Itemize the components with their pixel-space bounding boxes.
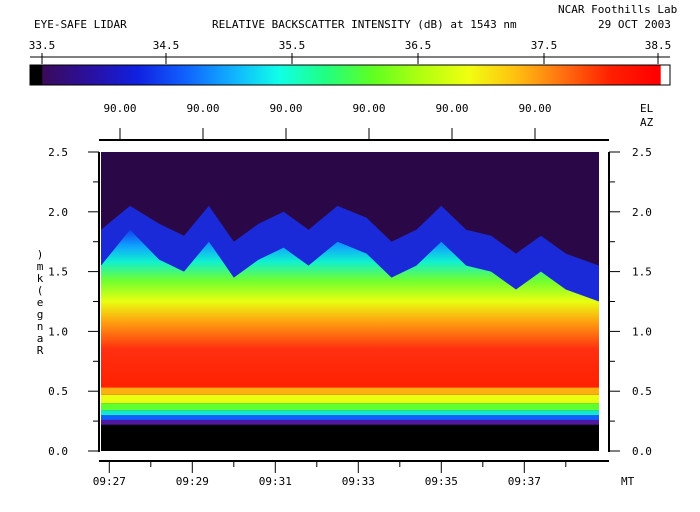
x-tick-label: 09:29 — [176, 475, 209, 488]
x-axis-unit: MT — [621, 475, 635, 488]
heatmap-area — [101, 152, 599, 451]
surface-bands — [101, 387, 599, 451]
y-label-char: R — [37, 344, 44, 357]
y-tick-label-left: 1.5 — [48, 266, 68, 279]
y-tick-label-left: 0.0 — [48, 445, 68, 458]
x-tick-label: 09:31 — [259, 475, 292, 488]
elevation-value: 90.00 — [269, 102, 302, 115]
elevation-value: 90.00 — [435, 102, 468, 115]
surface-band — [101, 403, 599, 411]
chart-title: RELATIVE BACKSCATTER INTENSITY (dB) at 1… — [212, 18, 517, 31]
surface-band — [101, 415, 599, 420]
y-tick-label-left: 1.0 — [48, 325, 68, 338]
surface-band — [101, 394, 599, 404]
elevation-value: 90.00 — [186, 102, 219, 115]
x-axis-ticks: 09:27 09:29 09:31 09:33 09:35 09:37 — [93, 461, 567, 488]
colorbar-ticks: 33.5 34.5 35.5 36.5 37.5 38.5 — [29, 39, 672, 64]
colorbar-tick-label: 33.5 — [29, 39, 56, 52]
elevation-value: 90.00 — [352, 102, 385, 115]
colorbar — [29, 64, 671, 86]
y-tick-label-left: 0.5 — [48, 385, 68, 398]
y-tick-label-left: 2.5 — [48, 146, 68, 159]
y-label-char: n — [37, 320, 44, 333]
y-label-char: g — [37, 308, 44, 321]
y-label-char: ) — [37, 248, 44, 261]
elevation-value: 90.00 — [518, 102, 551, 115]
y-tick-label-right: 2.5 — [632, 146, 652, 159]
colorbar-tick-label: 34.5 — [153, 39, 180, 52]
colorbar-tick-label: 37.5 — [531, 39, 558, 52]
surface-band — [101, 410, 599, 416]
x-tick-label: 09:27 — [93, 475, 126, 488]
y-tick-label-left: 2.0 — [48, 206, 68, 219]
y-tick-label-right: 1.0 — [632, 325, 652, 338]
x-tick-label: 09:35 — [425, 475, 458, 488]
date-label: 29 OCT 2003 — [598, 18, 671, 31]
y-tick-label-right: 2.0 — [632, 206, 652, 219]
az-label: AZ — [640, 116, 654, 129]
colorbar-tick-label: 38.5 — [645, 39, 672, 52]
colorbar-tick-label: 36.5 — [405, 39, 432, 52]
surface-band — [101, 419, 599, 425]
x-tick-label: 09:37 — [508, 475, 541, 488]
instrument-label: EYE-SAFE LIDAR — [34, 18, 127, 31]
surface-band — [101, 424, 599, 451]
y-label-char: e — [37, 296, 44, 309]
y-axis-ticks: 0.0 0.0 0.5 0.5 1.0 1.0 1.5 1.5 2.0 2.0 2.5 2.5 — [48, 146, 652, 458]
x-tick-label: 09:33 — [342, 475, 375, 488]
boundary-layer — [101, 229, 599, 389]
surface-band — [101, 387, 599, 395]
y-label-char: a — [37, 332, 44, 345]
lab-label: NCAR Foothills Lab — [558, 3, 677, 16]
y-label-char: m — [37, 260, 44, 273]
el-label: EL — [640, 102, 654, 115]
y-label-char: k — [37, 272, 44, 285]
y-tick-label-right: 0.5 — [632, 385, 652, 398]
colorbar-tick-label: 35.5 — [279, 39, 306, 52]
y-label-char: ( — [37, 284, 44, 297]
elevation-value: 90.00 — [103, 102, 136, 115]
elevation-row: 90.00 90.00 90.00 90.00 90.00 90.00 — [103, 102, 552, 140]
y-tick-label-right: 0.0 — [632, 445, 652, 458]
y-tick-label-right: 1.5 — [632, 266, 652, 279]
